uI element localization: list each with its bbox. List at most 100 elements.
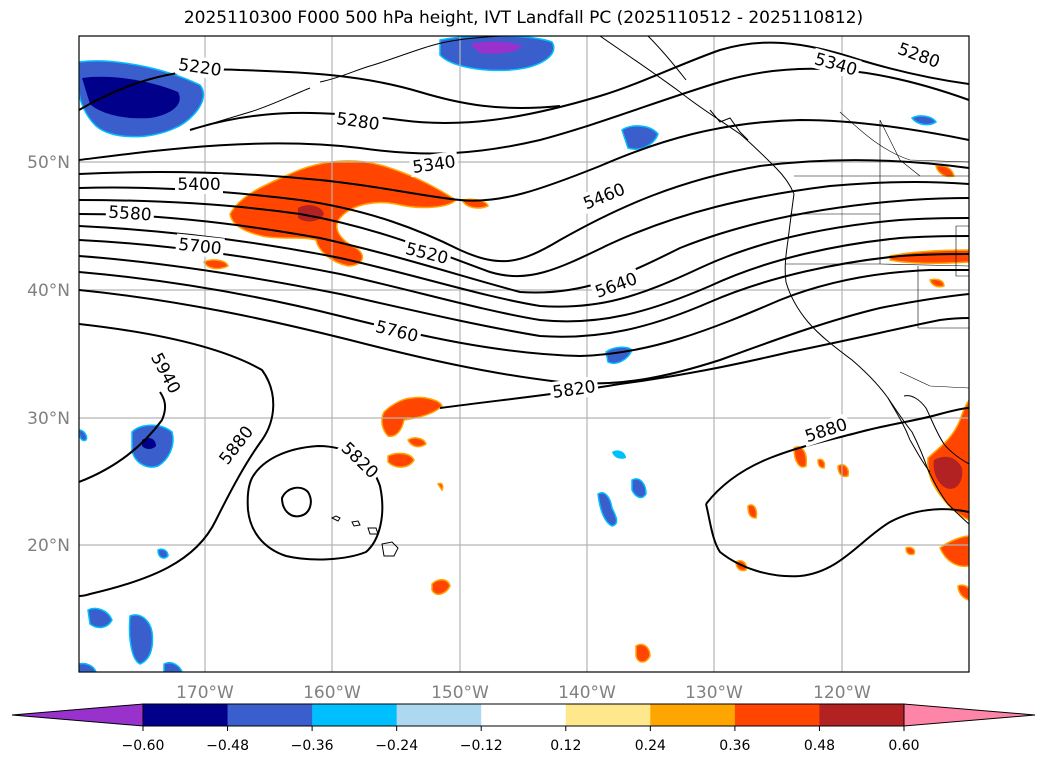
svg-text:5520: 5520 [403, 239, 450, 269]
negative-ivt-patch [128, 614, 154, 665]
negative-ivt-patch [82, 76, 180, 119]
latitude-label: 40°N [27, 281, 70, 301]
negative-ivt-patch [79, 429, 88, 442]
positive-ivt-patch [817, 458, 826, 469]
positive-ivt-patch [436, 482, 444, 492]
positive-ivt-patch [905, 546, 916, 556]
positive-ivt-patch [929, 278, 945, 288]
colorbar-segment [565, 704, 651, 726]
height-contour [79, 253, 969, 338]
colorbar-segment [227, 704, 313, 726]
svg-text:5880: 5880 [803, 415, 850, 447]
svg-text:5220: 5220 [177, 55, 223, 81]
height-contour [79, 217, 969, 308]
contour-label: 5400 [175, 174, 223, 195]
positive-ivt-patch [939, 535, 969, 568]
negative-ivt-patch [612, 450, 626, 459]
svg-text:5760: 5760 [373, 317, 420, 347]
negative-ivt-patch [605, 346, 633, 364]
svg-text:5700: 5700 [177, 235, 222, 259]
height-contour [79, 68, 561, 111]
height-contour [280, 486, 312, 518]
positive-ivt-patch [387, 452, 415, 468]
colorbar-tick-label: 0.36 [719, 738, 750, 754]
colorbar-segment [312, 704, 398, 726]
contour-label: 5280 [893, 37, 945, 73]
height-contour [79, 118, 969, 202]
colorbar-segment [143, 704, 229, 726]
map-title: 2025110300 F000 500 hPa height, IVT Land… [183, 8, 864, 28]
colorbar-tick-label: 0.24 [635, 738, 666, 754]
colorbar-extend-high [903, 703, 1036, 727]
svg-text:5280: 5280 [895, 39, 942, 73]
colorbar-tick-label: −0.24 [375, 738, 418, 754]
ivt-shading [79, 36, 969, 672]
colorbar-tick-label: 0.48 [804, 738, 835, 754]
positive-ivt-patch [381, 396, 443, 438]
colorbar-tick-label: 0.60 [888, 738, 919, 754]
height-contour [79, 159, 969, 263]
colorbar-extend-low [11, 703, 144, 727]
colorbar-segment [650, 704, 736, 726]
svg-text:5640: 5640 [593, 269, 640, 303]
contour-label: 5940 [145, 347, 187, 399]
colorbar-tick-label: −0.12 [460, 738, 503, 754]
height-contour [189, 41, 969, 131]
contour-label: 5640 [590, 267, 642, 303]
negative-ivt-patch [157, 548, 169, 559]
colorbar-tick-label: −0.36 [291, 738, 334, 754]
height-contour [79, 323, 275, 597]
height-contour [79, 269, 969, 358]
negative-ivt-patch [631, 478, 647, 499]
latitude-label: 20°N [27, 536, 70, 556]
positive-ivt-patch [933, 456, 963, 489]
contour-label: 5340 [408, 150, 460, 178]
colorbar-tick-label: 0.12 [550, 738, 581, 754]
svg-text:5940: 5940 [146, 350, 184, 398]
latitude-label: 30°N [27, 409, 70, 429]
negative-ivt-patch [87, 607, 113, 629]
longitude-label: 120°W [813, 683, 871, 703]
height-contour [439, 317, 969, 409]
height-contour [246, 444, 384, 561]
colorbar-segment [481, 704, 567, 726]
state-borders [786, 111, 969, 389]
svg-text:5340: 5340 [411, 152, 457, 178]
positive-ivt-patch [935, 164, 955, 178]
longitude-label: 170°W [176, 683, 234, 703]
height-contour [79, 67, 969, 161]
contour-label: 5820 [548, 375, 600, 403]
latitude-labels: 50°N 40°N 30°N 20°N [27, 153, 70, 556]
negative-ivt-patch [597, 492, 618, 527]
height-contours [79, 41, 969, 597]
height-contour [79, 197, 969, 294]
colorbar-segment [396, 704, 482, 726]
colorbar-frame [142, 703, 905, 727]
positive-ivt-patch [747, 504, 758, 519]
positive-ivt-patch [431, 579, 451, 596]
positive-ivt-patch [635, 643, 651, 663]
contour-label: 5880 [213, 419, 259, 471]
latitude-label: 50°N [27, 153, 70, 173]
negative-ivt-patch [470, 41, 522, 54]
svg-text:5280: 5280 [335, 109, 381, 135]
positive-ivt-patch [202, 259, 229, 270]
svg-text:5340: 5340 [812, 49, 859, 80]
svg-text:5400: 5400 [177, 175, 220, 195]
colorbar-tick-label: −0.60 [122, 738, 165, 754]
colorbar: −0.60 −0.48 −0.36 −0.24 −0.12 0.12 0.24 0.36 0.4… [11, 703, 1036, 754]
height-contour [79, 181, 969, 278]
contour-label: 5280 [332, 107, 384, 135]
colorbar-segment [734, 704, 820, 726]
longitude-label: 130°W [685, 683, 743, 703]
height-contour [79, 235, 969, 323]
graticule [79, 36, 969, 672]
positive-ivt-patch [957, 584, 969, 601]
svg-text:5580: 5580 [108, 203, 153, 226]
negative-ivt-patch [163, 661, 183, 672]
height-contour [705, 503, 969, 578]
longitude-labels: 170°W 160°W 150°W 140°W 130°W 120°W [176, 683, 871, 703]
height-contour [705, 407, 969, 505]
positive-ivt-patch [407, 437, 427, 448]
